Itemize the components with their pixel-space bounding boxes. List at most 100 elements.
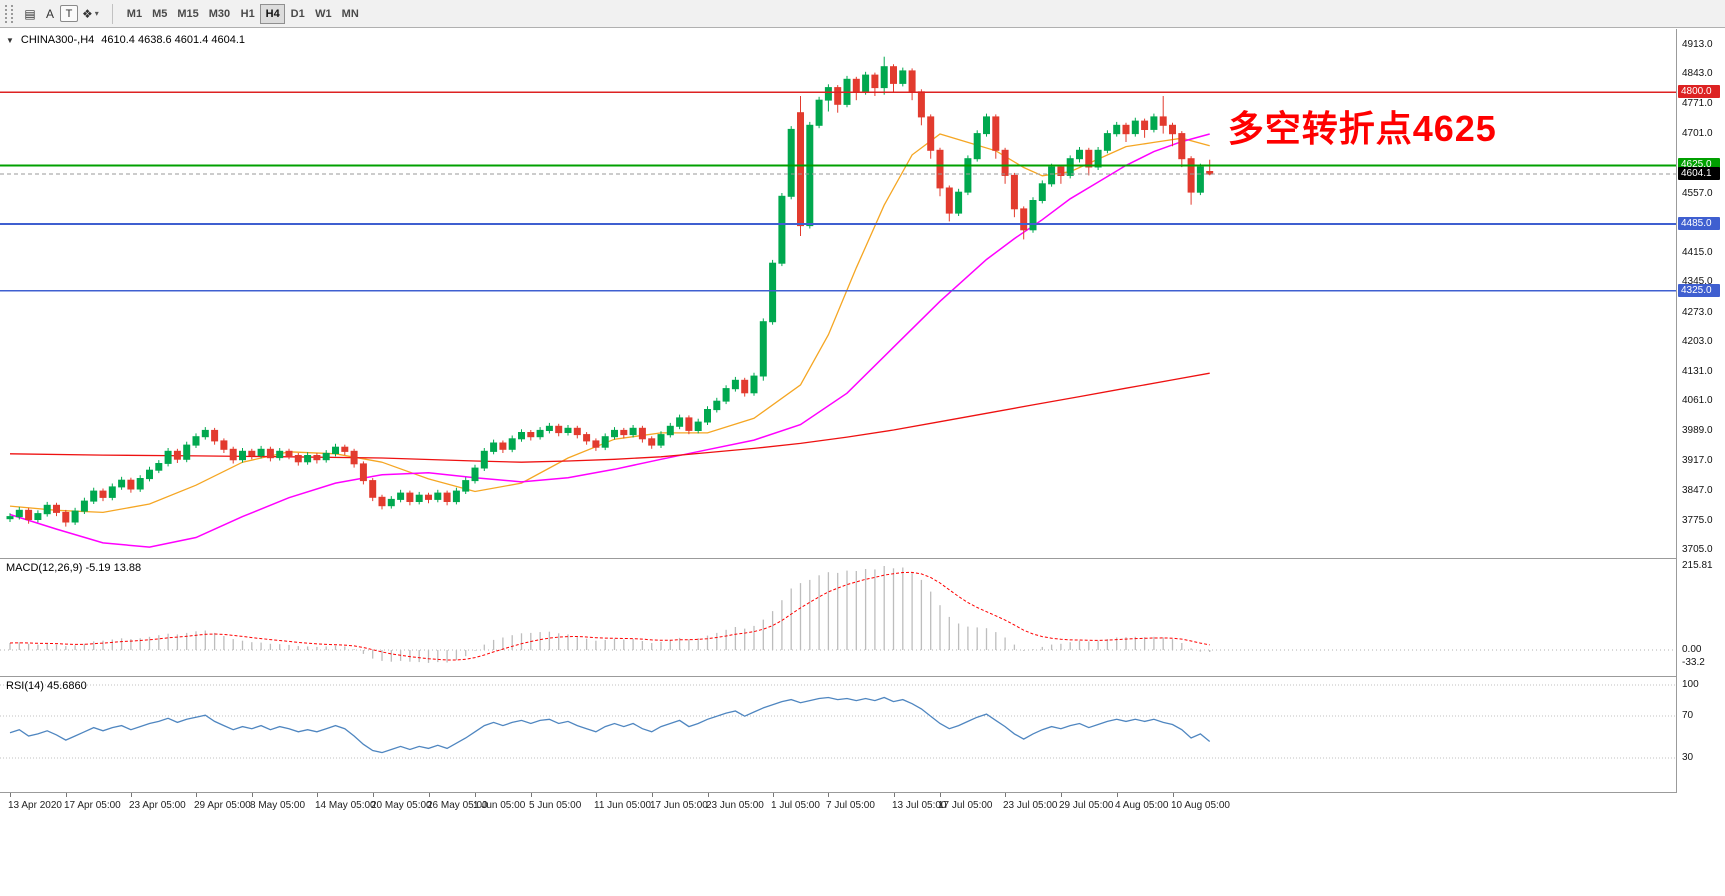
price-badge-4485.0: 4485.0 (1678, 217, 1720, 230)
macd-axis-label: -33.2 (1682, 657, 1705, 668)
time-tick (429, 793, 430, 797)
symbol-timeframe-label: CHINA300-,H4 (20, 34, 95, 46)
chart-grid-icon[interactable]: ▤ (24, 6, 36, 21)
pane-divider (0, 792, 1725, 793)
price-scale[interactable]: 4913.0 4843.0 4771.0 4701.0 4557.0 4415.0 4345… (1677, 29, 1725, 817)
pane-divider[interactable] (0, 676, 1725, 677)
chart-annotation: 多空转折点4625 (1227, 108, 1497, 149)
price-tick-label: 4203.0 (1682, 336, 1713, 347)
scale-separator (1676, 29, 1677, 817)
rsi-axis-label: 70 (1682, 710, 1694, 721)
time-label: 5 Jun 05:00 (529, 800, 582, 811)
time-label: 23 Jul 05:00 (1003, 800, 1058, 811)
price-tick-label: 4843.0 (1682, 68, 1713, 79)
price-tick-label: 3917.0 (1682, 455, 1713, 466)
timeframe-button-m15[interactable]: M15 (177, 7, 199, 20)
timeframe-button-m5[interactable]: M5 (152, 7, 168, 20)
price-tick-label: 4771.0 (1682, 98, 1713, 109)
price-tick-label: 3847.0 (1682, 485, 1713, 496)
candles-layer (6, 56, 1214, 527)
time-tick (773, 793, 774, 797)
time-label: 26 May 05:00 (427, 800, 488, 811)
drawing-tools-group: ▤ A T ❖ ▾ (20, 4, 103, 24)
time-label: 1 Jul 05:00 (771, 800, 820, 811)
macd-pane[interactable] (0, 559, 1676, 676)
dropdown-caret-icon: ▾ (94, 9, 99, 18)
pane-divider[interactable] (0, 558, 1725, 559)
time-tick (596, 793, 597, 797)
time-axis[interactable]: 13 Apr 2020 17 Apr 05:00 23 Apr 05:00 29 Ap… (0, 793, 1725, 823)
symbol-dropdown-icon[interactable]: ▼ (6, 35, 14, 45)
moving-averages-layer (9, 133, 1210, 548)
time-tick (531, 793, 532, 797)
time-label: 29 Apr 05:00 (194, 800, 251, 811)
price-tick-label: 4913.0 (1682, 39, 1713, 50)
timeframe-button-m1[interactable]: M1 (126, 7, 143, 20)
chart-header: ▼ CHINA300-,H4 4610.4 4638.6 4601.4 4604… (6, 34, 245, 46)
price-tick-label: 4557.0 (1682, 188, 1713, 199)
price-tick-label: 4131.0 (1682, 366, 1713, 377)
rsi-pane[interactable] (0, 677, 1676, 792)
price-badge-4800.0: 4800.0 (1678, 85, 1720, 98)
time-label: 20 May 05:00 (371, 800, 432, 811)
ma-slow-line (9, 372, 1210, 463)
timeframe-button-h1[interactable]: H1 (240, 7, 255, 20)
macd-histogram (9, 566, 1211, 663)
price-tick-label: 4415.0 (1682, 247, 1713, 258)
toolbar-grip[interactable] (5, 4, 13, 23)
line-studies-icon[interactable]: ❖ ▾ (82, 6, 99, 21)
time-label: 17 Jul 05:00 (938, 800, 993, 811)
rsi-line (9, 696, 1211, 754)
time-tick (373, 793, 374, 797)
timeframe-button-h4[interactable]: H4 (260, 3, 286, 24)
timeframe-button-d1[interactable]: D1 (290, 7, 305, 20)
time-tick (131, 793, 132, 797)
current-price-badge: 4604.1 (1678, 167, 1720, 180)
timeframe-toolbar: M1 M5 M15 M30 H1 H4 D1 W1 MN (122, 3, 364, 24)
time-tick (66, 793, 67, 797)
time-label: 7 Jul 05:00 (826, 800, 875, 811)
time-tick (1005, 793, 1006, 797)
time-label: 17 Apr 05:00 (64, 800, 121, 811)
macd-axis-label: 0.00 (1682, 644, 1702, 655)
time-tick (940, 793, 941, 797)
ma-medium-line (9, 133, 1210, 548)
time-tick (252, 793, 253, 797)
time-tick (10, 793, 11, 797)
time-label: 1 Jun 05:00 (473, 800, 526, 811)
time-label: 23 Apr 05:00 (129, 800, 186, 811)
chart-area[interactable]: 4913.0 4843.0 4771.0 4701.0 4557.0 4415.0 4345… (0, 29, 1725, 896)
macd-axis-label: 215.81 (1682, 560, 1713, 571)
timeframe-button-m30[interactable]: M30 (208, 7, 231, 20)
rsi-axis-label: 30 (1682, 752, 1694, 763)
toolbar-separator (111, 3, 113, 24)
time-label: 14 May 05:00 (315, 800, 376, 811)
price-tick-label: 4701.0 (1682, 128, 1713, 139)
time-label: 8 May 05:00 (250, 800, 306, 811)
time-tick (475, 793, 476, 797)
time-label: 13 Jul 05:00 (892, 800, 947, 811)
time-label: 11 Jun 05:00 (594, 800, 652, 811)
time-tick (1117, 793, 1118, 797)
timeframe-button-mn[interactable]: MN (341, 7, 359, 20)
price-tick-label: 4345.0 (1682, 276, 1713, 287)
rsi-label: RSI(14) 45.6860 (6, 680, 87, 692)
price-tick-label: 3705.0 (1682, 544, 1713, 555)
macd-label: MACD(12,26,9) -5.19 13.88 (6, 562, 142, 574)
ohlc-values: 4610.4 4638.6 4601.4 4604.1 (101, 34, 246, 46)
price-badge-4325.0: 4325.0 (1678, 284, 1720, 297)
time-tick (196, 793, 197, 797)
price-tick-label: 3775.0 (1682, 515, 1713, 526)
rsi-axis-label: 100 (1682, 679, 1699, 690)
price-tick-label: 4061.0 (1682, 395, 1713, 406)
time-tick (317, 793, 318, 797)
text-tool-icon[interactable]: T (60, 5, 78, 22)
price-tick-label: 4273.0 (1682, 307, 1713, 318)
time-tick (708, 793, 709, 797)
main-chart-pane[interactable] (0, 29, 1676, 558)
time-tick (652, 793, 653, 797)
annotation-letter-icon[interactable]: A (45, 6, 54, 21)
time-label: 23 Jun 05:00 (706, 800, 764, 811)
time-label: 13 Apr 2020 (8, 800, 62, 811)
timeframe-button-w1[interactable]: W1 (315, 7, 332, 20)
